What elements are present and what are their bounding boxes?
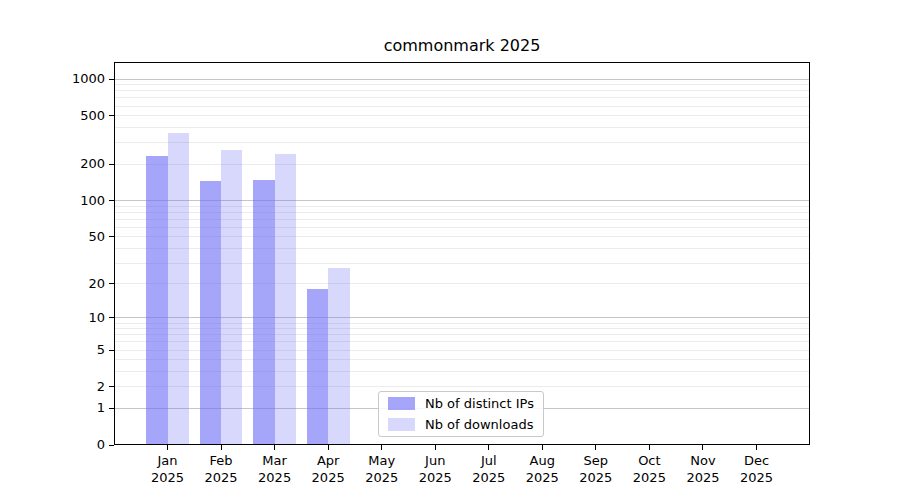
x-tick-mar xyxy=(274,445,275,450)
bar-downloads-apr xyxy=(328,268,349,445)
y-tick-2 xyxy=(109,386,114,387)
bar-downloads-jan xyxy=(168,133,189,445)
legend-item-distinct-ips: Nb of distinct IPs xyxy=(388,393,543,414)
bar-downloads-feb xyxy=(221,150,242,445)
plot-area: 01251020501002005001000Jan2025Feb2025Mar… xyxy=(114,62,810,445)
x-tick-jan xyxy=(167,445,168,450)
gridline-minor xyxy=(114,84,810,85)
y-tick-200 xyxy=(109,164,114,165)
legend-label-downloads: Nb of downloads xyxy=(425,417,533,432)
gridline-minor xyxy=(114,127,810,128)
x-tick-feb xyxy=(221,445,222,450)
gridline-minor xyxy=(114,97,810,98)
y-tick-label-1000: 1000 xyxy=(19,71,105,87)
bar-distinct-ips-feb xyxy=(200,181,221,445)
y-tick-label-5: 5 xyxy=(19,342,105,358)
y-tick-label-200: 200 xyxy=(19,156,105,172)
y-tick-50 xyxy=(109,236,114,237)
legend-label-distinct-ips: Nb of distinct IPs xyxy=(425,396,534,411)
x-tick-may xyxy=(381,445,382,450)
x-tick-sep xyxy=(595,445,596,450)
bar-downloads-mar xyxy=(275,154,296,445)
y-tick-1000 xyxy=(109,79,114,80)
y-tick-label-1: 1 xyxy=(19,400,105,416)
bar-distinct-ips-jan xyxy=(146,156,167,445)
y-tick-label-20: 20 xyxy=(19,276,105,292)
y-tick-label-50: 50 xyxy=(19,229,105,245)
x-tick-label-dec: Dec2025 xyxy=(725,452,787,486)
chart-title: commonmark 2025 xyxy=(114,36,810,55)
y-tick-label-0: 0 xyxy=(19,437,105,453)
x-tick-apr xyxy=(328,445,329,450)
y-tick-10 xyxy=(109,317,114,318)
y-tick-5 xyxy=(109,350,114,351)
gridline-minor xyxy=(114,115,810,116)
x-tick-aug xyxy=(542,445,543,450)
x-tick-nov xyxy=(702,445,703,450)
y-tick-1 xyxy=(109,408,114,409)
y-tick-label-10: 10 xyxy=(19,310,105,326)
legend-swatch-downloads xyxy=(388,418,415,431)
x-tick-jun xyxy=(435,445,436,450)
x-tick-jul xyxy=(488,445,489,450)
y-tick-0 xyxy=(109,445,114,446)
legend-swatch-distinct-ips xyxy=(388,397,415,410)
x-tick-oct xyxy=(649,445,650,450)
y-tick-label-100: 100 xyxy=(19,193,105,209)
y-tick-label-2: 2 xyxy=(19,379,105,395)
y-tick-label-500: 500 xyxy=(19,108,105,124)
legend: Nb of distinct IPs Nb of downloads xyxy=(378,391,544,437)
y-tick-100 xyxy=(109,200,114,201)
y-tick-500 xyxy=(109,115,114,116)
gridline-minor xyxy=(114,142,810,143)
gridline-minor xyxy=(114,106,810,107)
gridline-major xyxy=(114,79,810,80)
x-tick-dec xyxy=(756,445,757,450)
gridline-minor xyxy=(114,90,810,91)
bar-distinct-ips-mar xyxy=(253,180,274,445)
gridline-minor xyxy=(114,164,810,165)
legend-item-downloads: Nb of downloads xyxy=(388,414,543,435)
bar-distinct-ips-apr xyxy=(307,289,328,445)
y-tick-20 xyxy=(109,283,114,284)
figure: commonmark 2025 01251020501002005001000J… xyxy=(0,0,900,500)
